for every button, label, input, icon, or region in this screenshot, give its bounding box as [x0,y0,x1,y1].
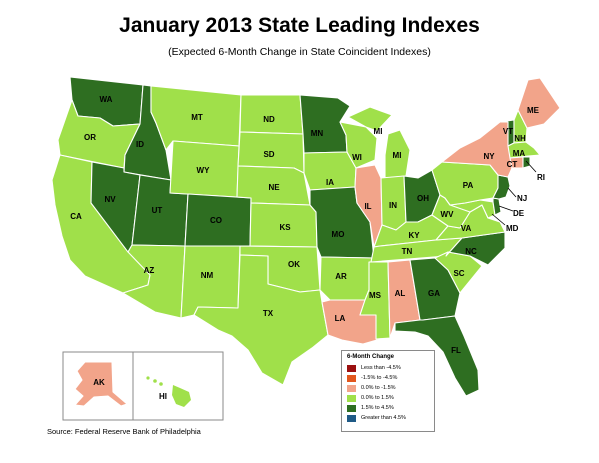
label-KY: KY [408,231,420,240]
legend-label: -1.5% to -4.5% [361,375,398,381]
leader-lines [491,160,537,226]
label-LA: LA [335,314,346,323]
label-IN: IN [389,201,397,210]
legend-item: Less than -4.5% [347,363,434,373]
label-VT: VT [503,127,513,136]
label-NE: NE [268,183,280,192]
label-OR: OR [84,133,96,142]
label-RI: RI [537,173,545,182]
label-ND: ND [263,115,275,124]
legend-label: Greater than 4.5% [361,415,406,421]
state-HI[interactable] [146,376,191,407]
legend-swatch [347,364,356,372]
legend-item: 0.0% to 1.5% [347,393,434,403]
legend-item: 1.5% to 4.5% [347,403,434,413]
label-MN: MN [311,129,324,138]
label-AL: AL [395,289,406,298]
state-NJ[interactable] [492,174,511,200]
label-MI-north: MI [374,127,383,136]
label-IA: IA [326,178,334,187]
label-TX: TX [263,309,274,318]
label-WY: WY [197,166,211,175]
label-MD: MD [506,224,519,233]
label-ID: ID [136,140,144,149]
label-VA: VA [461,224,472,233]
legend-items: Less than -4.5% -1.5% to -4.5% 0.0% to -… [342,363,434,423]
label-AZ: AZ [144,266,155,275]
label-MI: MI [393,151,402,160]
label-NM: NM [201,271,214,280]
label-SC: SC [453,269,464,278]
label-OH: OH [417,194,429,203]
legend-swatch [347,394,356,402]
label-GA: GA [428,289,440,298]
label-ME: ME [527,106,540,115]
legend: 6-Month Change Less than -4.5% -1.5% to … [341,350,435,432]
state-labels: WA OR CA ID NV UT AZ MT WY CO NM ND SD N… [70,95,545,401]
state-AK[interactable] [74,361,128,407]
label-NH: NH [514,134,526,143]
label-DE: DE [513,209,525,218]
label-MO: MO [332,230,345,239]
legend-label: 0.0% to 1.5% [361,395,394,401]
label-WI: WI [352,153,362,162]
legend-swatch [347,404,356,412]
hawaii-inset-box [132,351,224,421]
label-WV: WV [441,210,455,219]
label-AR: AR [335,272,347,281]
label-NV: NV [104,195,116,204]
map-subtitle: (Expected 6-Month Change in State Coinci… [168,46,431,58]
label-NC: NC [465,247,477,256]
label-MS: MS [369,291,382,300]
label-TN: TN [402,247,413,256]
legend-swatch [347,384,356,392]
label-HI: HI [159,392,167,401]
label-CT: CT [507,160,518,169]
state-NH[interactable] [513,109,528,144]
label-CO: CO [210,216,222,225]
label-SD: SD [263,150,274,159]
legend-label: Less than -4.5% [361,365,401,371]
label-NJ: NJ [517,194,527,203]
label-FL: FL [451,346,461,355]
label-OK: OK [288,260,300,269]
label-MA: MA [513,149,526,158]
state-RI[interactable] [522,156,531,169]
state-AR[interactable] [319,256,375,301]
label-AK: AK [93,378,105,387]
label-MT: MT [191,113,203,122]
legend-title: 6-Month Change [347,354,394,360]
legend-item: Greater than 4.5% [347,413,434,423]
legend-label: 1.5% to 4.5% [361,405,394,411]
label-WA: WA [100,95,113,104]
map-title: January 2013 State Leading Indexes [119,14,480,37]
legend-label: 0.0% to -1.5% [361,385,396,391]
legend-item: -1.5% to -4.5% [347,373,434,383]
legend-swatch [347,374,356,382]
label-CA: CA [70,212,82,221]
state-ME[interactable] [517,77,561,129]
state-WI[interactable] [339,121,378,169]
label-NY: NY [483,152,495,161]
label-KS: KS [279,223,291,232]
state-TX[interactable] [193,254,329,386]
legend-swatch [347,414,356,422]
state-FL[interactable] [394,315,480,397]
source-note: Source: Federal Reserve Bank of Philadel… [47,427,201,436]
legend-item: 0.0% to -1.5% [347,383,434,393]
label-IL: IL [364,202,371,211]
label-UT: UT [152,206,163,215]
label-PA: PA [463,181,474,190]
